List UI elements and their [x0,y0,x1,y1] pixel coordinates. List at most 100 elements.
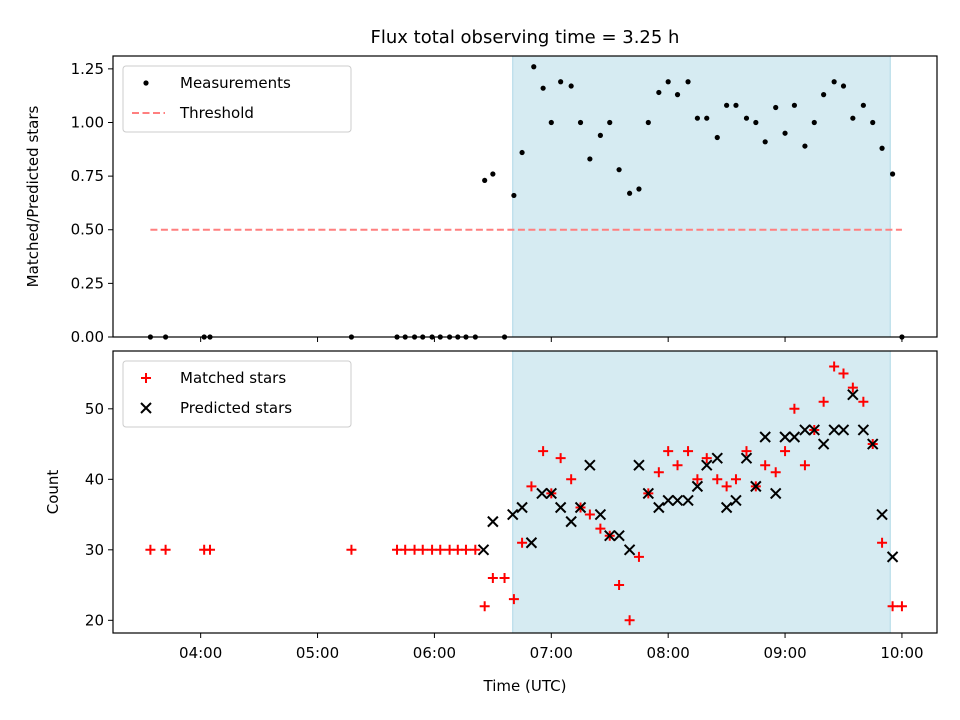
matched-point [205,544,216,555]
legend-label: Measurements [180,74,291,92]
data-point [704,115,710,121]
shaded-region [512,350,891,634]
predicted-point [750,480,762,493]
data-point [733,102,739,108]
matched-point [672,460,683,471]
y-tick-label: 20 [85,611,104,629]
predicted-point [730,494,742,507]
matched-point [887,601,898,612]
matched-point [526,481,537,492]
predicted-point [740,452,753,464]
matched-point [479,601,490,612]
x-tick-label: 05:00 [296,644,339,662]
data-point [802,143,808,149]
axes-frame [112,350,938,634]
predicted-point [584,459,596,471]
predicted-point [682,494,694,507]
predicted-point [633,459,645,471]
predicted-point [604,530,616,542]
y-tick-label: 50 [85,400,104,418]
predicted-point [574,501,587,514]
x-tick-label: 07:00 [530,644,573,662]
matched-point [555,453,566,464]
count-panel: 04:00 05:00 06:00 07:00 08:00 09:00 10:00 20 30 4… [44,350,938,695]
data-point [627,190,633,196]
data-point [674,92,681,98]
predicted-point [653,501,665,514]
data-point [762,139,768,145]
x-tick-label: 04:00 [179,644,222,662]
matched-point [460,544,471,555]
ratio-panel: 0.00 0.25 0.50 0.75 1.00 1.25 Matched/Predicte… [24,55,938,346]
data-point [791,102,798,108]
predicted-point [847,389,859,401]
data-point [511,192,517,199]
data-point [636,186,642,192]
predicted-point [671,494,684,507]
matched-point [877,537,888,548]
matched-point [487,573,498,584]
data-point [724,102,730,108]
y-tick-label: 1.25 [71,60,104,78]
matched-point [499,573,510,584]
legend: Matched stars Predicted stars [122,360,352,428]
matched-point [847,382,858,393]
data-point [531,64,537,70]
matched-point [730,474,741,485]
matched-point [417,544,428,555]
legend-box [122,360,352,428]
legend-label: Threshold [179,104,254,122]
predicted-point [720,501,733,514]
matched-point [470,544,481,555]
matched-point [508,594,519,605]
axes-frame [112,55,938,338]
predicted-point [769,487,782,500]
matched-point [624,615,635,626]
x-tick-label: 08:00 [647,644,690,662]
data-point [850,115,856,121]
legend-label: Predicted stars [180,399,292,417]
matched-point [614,580,625,591]
matched-point [653,467,664,478]
data-point [840,83,847,89]
matched-point [566,474,577,485]
data-point [714,134,720,141]
data-point [811,119,817,126]
predicted-point [613,530,625,542]
matched-point [712,474,723,485]
data-point [879,145,885,151]
data-point [889,171,896,177]
predicted-point [545,487,558,500]
data-point [773,104,779,111]
matched-point [818,396,829,407]
matched-point [838,368,849,379]
predicted-point [837,424,850,436]
predicted-point [477,544,490,556]
data-point [597,132,603,138]
data-point [490,171,496,177]
data-point [685,79,691,85]
matched-point [780,446,791,457]
x-tick-label: 09:00 [763,644,806,662]
data-point [607,119,613,126]
x-axis-label: Time (UTC) [483,677,567,695]
predicted-point [876,508,888,521]
y-axis-label: Count [44,470,62,515]
matched-point [701,453,712,464]
matched-point [400,544,411,555]
x-tick-label: 10:00 [880,644,923,662]
y-tick-label: 0.25 [71,274,104,292]
matched-point [517,537,528,548]
data-point [694,115,700,121]
data-point [831,79,837,85]
predicted-point [817,438,830,450]
data-point [519,149,525,156]
legend-swatch [143,80,149,86]
data-point [645,119,651,126]
matched-point [692,474,703,485]
predicted-point [691,480,704,493]
y-tick-label: 1.00 [71,113,104,131]
data-point [753,119,759,126]
matched-point [538,446,549,457]
predicted-point [487,515,499,528]
